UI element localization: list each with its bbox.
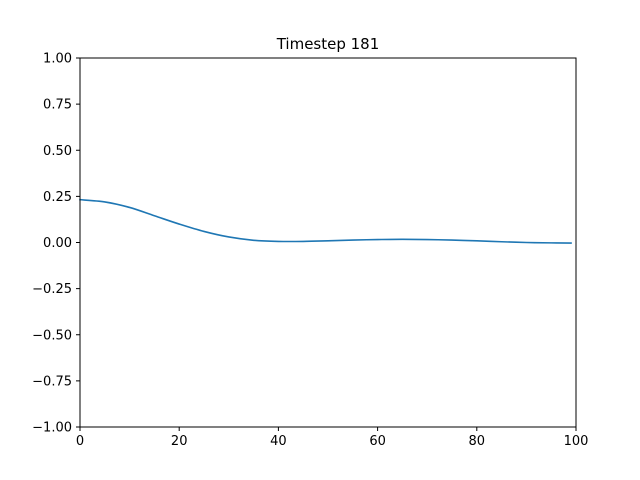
y-tick-label: −0.75	[32, 374, 72, 389]
x-tick-label: 0	[76, 434, 84, 449]
axes-background	[80, 58, 576, 427]
y-axis-ticks: −1.00 −0.75 −0.50 −0.25 0.00 0.25 0.50 0.75 1.00	[32, 52, 80, 436]
y-tick-label: −1.00	[32, 421, 72, 436]
y-tick-label: 0.00	[43, 236, 72, 251]
y-tick-label: 0.25	[43, 190, 72, 205]
axes-frame	[79, 57, 577, 428]
x-tick-label: 40	[270, 434, 287, 449]
y-tick-label: 0.50	[43, 144, 72, 159]
series-layer	[79, 198, 572, 244]
y-tick-label: 0.75	[43, 98, 72, 113]
x-tick-label: 60	[369, 434, 386, 449]
series-line-0	[79, 198, 572, 244]
x-tick-label: 100	[564, 434, 589, 449]
y-tick-label: 1.00	[43, 52, 72, 67]
x-tick-label: 20	[171, 434, 188, 449]
plot-area: 0 20 40 60 80 100 −1.00 −0.75 −0.50 −0.25 0.00 0.2…	[32, 52, 588, 450]
y-tick-label: −0.25	[32, 282, 72, 297]
y-tick-label: −0.50	[32, 328, 72, 343]
chart-title: Timestep 181	[276, 35, 380, 53]
x-tick-label: 80	[469, 434, 486, 449]
x-axis-ticks: 0 20 40 60 80 100	[76, 427, 589, 449]
